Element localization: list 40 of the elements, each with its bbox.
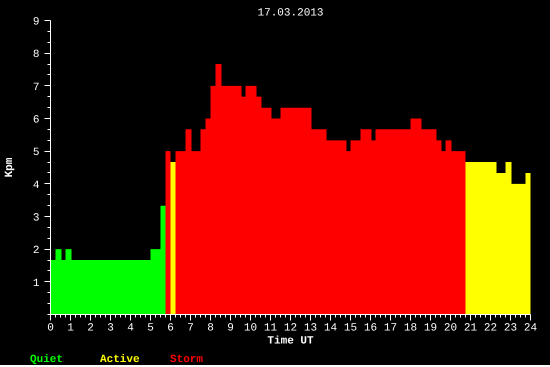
- y-axis-title: Kpm: [4, 157, 16, 178]
- x-tick-label: 13: [304, 322, 318, 334]
- x-tick-label: 4: [127, 322, 134, 334]
- x-tick-label: 15: [344, 322, 358, 334]
- y-tick-label: 5: [32, 147, 40, 160]
- text: Storm: [170, 353, 204, 367]
- x-tick-label: 22: [484, 322, 498, 334]
- x-tick-label: 12: [284, 322, 298, 334]
- x-tick-label: 8: [207, 322, 214, 334]
- x-tick-label: 14: [324, 322, 338, 334]
- y-tick-label: 6: [32, 114, 40, 126]
- x-tick-label: 10: [244, 322, 258, 334]
- x-tick-label: 5: [147, 322, 154, 334]
- text: Active: [100, 353, 141, 367]
- x-tick-label: 0: [47, 322, 54, 334]
- chart-title: 17.03.2013: [257, 8, 324, 20]
- x-tick-label: 9: [227, 322, 234, 334]
- text: Quiet: [30, 353, 64, 367]
- x-tick-label: 23: [504, 322, 518, 334]
- x-axis-title: Time UT: [267, 336, 314, 348]
- x-tick-label: 19: [424, 322, 438, 334]
- x-tick-label: 2: [87, 322, 94, 334]
- x-tick-label: 1: [67, 322, 74, 334]
- y-tick-label: 7: [32, 82, 40, 94]
- y-tick-label: 3: [32, 212, 40, 224]
- x-tick-label: 20: [444, 322, 458, 334]
- x-tick-label: 6: [167, 322, 174, 334]
- x-tick-label: 18: [404, 322, 418, 334]
- x-tick-label: 17: [384, 322, 398, 334]
- x-tick-label: 7: [187, 322, 194, 334]
- y-tick-label: 9: [32, 16, 40, 28]
- x-tick-label: 16: [364, 322, 378, 334]
- y-tick-label: 2: [32, 245, 40, 258]
- x-tick-label: 21: [464, 322, 478, 334]
- x-tick-label: 11: [264, 322, 278, 334]
- y-tick-label: 8: [32, 49, 40, 62]
- x-tick-label: 3: [107, 322, 114, 334]
- y-tick-label: 4: [32, 180, 40, 192]
- x-tick-label: 24: [524, 322, 538, 334]
- y-tick-label: 1: [32, 278, 40, 290]
